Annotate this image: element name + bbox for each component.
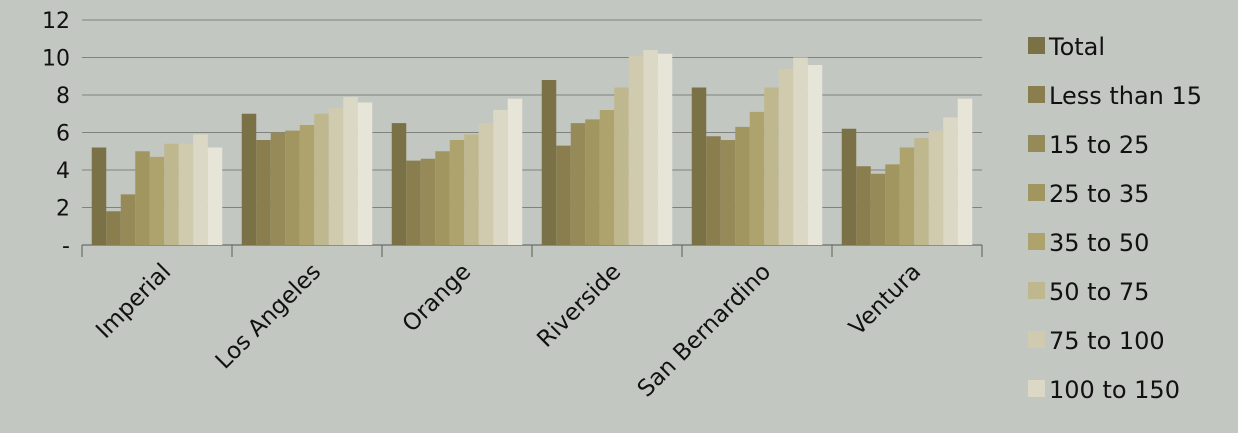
bar bbox=[135, 151, 150, 245]
bar bbox=[899, 147, 915, 245]
bar bbox=[928, 130, 944, 245]
bar bbox=[943, 117, 958, 245]
bar bbox=[764, 87, 779, 245]
bar bbox=[793, 57, 808, 245]
legend-label: 35 to 50 bbox=[1049, 229, 1149, 257]
x-category-label: Orange bbox=[398, 259, 476, 337]
bar bbox=[420, 158, 436, 245]
bar bbox=[207, 147, 223, 245]
legend-swatch bbox=[1028, 331, 1045, 348]
bar bbox=[628, 55, 644, 245]
legend-label: Less than 15 bbox=[1049, 82, 1202, 110]
legend-label: 25 to 35 bbox=[1049, 180, 1149, 208]
bar bbox=[256, 140, 271, 245]
bar bbox=[541, 80, 557, 245]
bar bbox=[343, 96, 358, 245]
bar bbox=[193, 134, 208, 245]
bar bbox=[570, 123, 586, 245]
bar bbox=[556, 145, 571, 245]
bar bbox=[406, 160, 421, 245]
bar bbox=[270, 132, 286, 245]
legend-label: 15 to 25 bbox=[1049, 131, 1149, 159]
legend: Total Less than 15 15 to 25 25 to 35 35 to 5… bbox=[1028, 33, 1202, 404]
x-category-label: Riverside bbox=[532, 259, 626, 353]
bar bbox=[720, 140, 736, 245]
bar bbox=[507, 98, 523, 245]
y-tick-label: 10 bbox=[42, 47, 70, 72]
bar bbox=[657, 53, 673, 245]
bar bbox=[391, 123, 407, 245]
bar bbox=[449, 140, 465, 245]
y-axis-ticks: - 2 4 6 8 10 12 bbox=[42, 9, 70, 259]
y-tick-label: 12 bbox=[42, 9, 70, 34]
legend-swatch bbox=[1028, 184, 1045, 201]
bar bbox=[749, 111, 765, 245]
bar bbox=[614, 87, 629, 245]
bar bbox=[357, 102, 373, 245]
gridlines bbox=[82, 19, 982, 208]
bar bbox=[178, 143, 194, 245]
bar bbox=[464, 134, 479, 245]
y-tick-label: 4 bbox=[56, 159, 70, 184]
bar bbox=[314, 113, 329, 245]
bar bbox=[241, 113, 257, 245]
bar bbox=[149, 156, 165, 245]
legend-swatch bbox=[1028, 135, 1045, 152]
bar bbox=[957, 98, 973, 245]
bar bbox=[478, 123, 494, 245]
bar bbox=[328, 108, 344, 245]
legend-swatch bbox=[1028, 233, 1045, 250]
bars bbox=[91, 50, 973, 245]
legend-swatch bbox=[1028, 282, 1045, 299]
x-category-label: Los Angeles bbox=[211, 259, 327, 375]
bar bbox=[164, 143, 179, 245]
legend-swatch bbox=[1028, 86, 1045, 103]
bar bbox=[435, 151, 450, 245]
legend-label: 100 to 150 bbox=[1049, 376, 1180, 404]
bar bbox=[91, 147, 107, 245]
y-tick-label: 8 bbox=[56, 84, 70, 109]
bar bbox=[493, 110, 508, 245]
x-axis-labels: Imperial Los Angeles Orange Riverside San Be… bbox=[91, 259, 926, 402]
bar bbox=[885, 164, 900, 245]
legend-swatch bbox=[1028, 380, 1045, 397]
bar bbox=[691, 87, 707, 245]
bar bbox=[856, 166, 871, 245]
bar bbox=[643, 50, 658, 245]
bar bbox=[807, 65, 823, 245]
bar bbox=[870, 173, 886, 245]
bar bbox=[778, 68, 794, 245]
y-tick-label: - bbox=[62, 234, 70, 259]
x-category-label: San Bernardino bbox=[633, 259, 776, 402]
y-tick-label: 2 bbox=[56, 197, 70, 222]
bar bbox=[914, 138, 929, 245]
x-category-label: Ventura bbox=[844, 259, 926, 341]
bar bbox=[585, 119, 600, 245]
bar bbox=[285, 130, 300, 245]
bar bbox=[599, 110, 615, 245]
bar bbox=[120, 194, 136, 245]
legend-label: Total bbox=[1048, 33, 1105, 61]
legend-label: 75 to 100 bbox=[1049, 327, 1165, 355]
bar bbox=[735, 126, 750, 245]
axes bbox=[81, 244, 983, 257]
y-tick-label: 6 bbox=[56, 122, 70, 147]
bar bbox=[841, 128, 857, 245]
bar bbox=[299, 125, 315, 245]
legend-label: 50 to 75 bbox=[1049, 278, 1149, 306]
legend-swatch bbox=[1028, 37, 1045, 54]
bar bbox=[706, 136, 721, 245]
bar bbox=[106, 211, 121, 245]
x-category-label: Imperial bbox=[91, 259, 176, 344]
